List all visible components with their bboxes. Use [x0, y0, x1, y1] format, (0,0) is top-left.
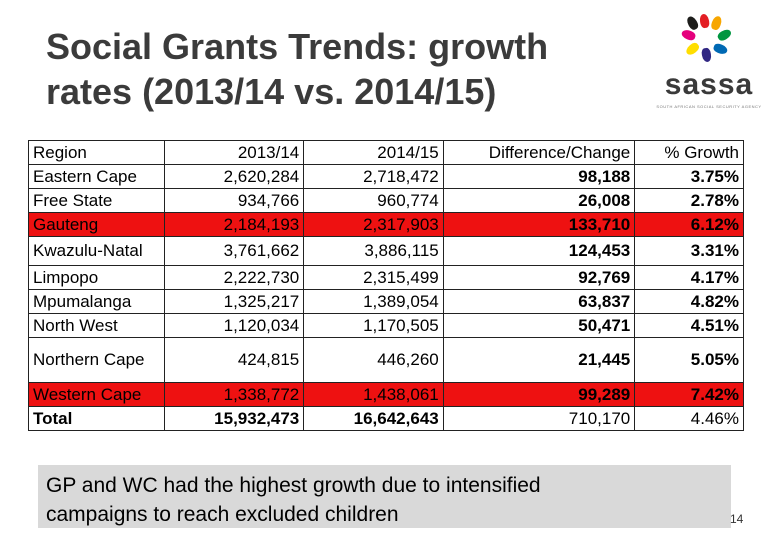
cell-difference: 133,710	[442, 212, 636, 237]
cell-difference: 92,769	[442, 265, 636, 290]
cell-growth: 4.17%	[634, 265, 744, 290]
cell-growth: 3.75%	[634, 164, 744, 189]
cell-2014-15: 446,260	[303, 337, 444, 383]
note-text: GP and WC had the highest growth due to …	[46, 474, 541, 526]
hand-black-icon	[685, 14, 700, 32]
cell-difference: 21,445	[442, 337, 636, 383]
cell-2013-14: 424,815	[163, 337, 305, 383]
cell-growth: 7.42%	[634, 382, 744, 407]
cell-growth: 4.46%	[634, 406, 744, 431]
cell-2014-15: 2,317,903	[303, 212, 444, 237]
sassa-logo: sassa SOUTH AFRICAN SOCIAL SECURITY AGEN…	[650, 10, 768, 110]
table-row: North West 1,120,034 1,170,505 50,471 4.…	[28, 313, 744, 338]
logo-tagline: SOUTH AFRICAN SOCIAL SECURITY AGENCY	[656, 104, 762, 109]
cell-2013-14: 1,120,034	[163, 313, 305, 338]
cell-2014-15: 1,389,054	[303, 289, 444, 314]
hand-green-icon	[716, 27, 733, 43]
table-row: Mpumalanga 1,325,217 1,389,054 63,837 4.…	[28, 289, 744, 314]
table-row-highlighted: Western Cape 1,338,772 1,438,061 99,289 …	[28, 382, 744, 407]
hand-red-icon	[698, 13, 711, 29]
cell-region: Western Cape	[28, 382, 165, 407]
header-2014-15: 2014/15	[303, 140, 444, 165]
logo-wordmark: sassa	[664, 68, 754, 101]
cell-2013-14: 2,184,193	[163, 212, 305, 237]
table-row-total: Total 15,932,473 16,642,643 710,170 4.46…	[28, 406, 744, 431]
table-row: Northern Cape 424,815 446,260 21,445 5.0…	[28, 337, 744, 383]
table-row: Limpopo 2,222,730 2,315,499 92,769 4.17%	[28, 265, 744, 290]
cell-region: Limpopo	[28, 265, 165, 290]
cell-growth: 6.12%	[634, 212, 744, 237]
header-2013-14: 2013/14	[163, 140, 305, 165]
cell-region: Northern Cape	[28, 337, 165, 383]
cell-growth: 3.31%	[634, 236, 744, 266]
cell-2014-15: 2,315,499	[303, 265, 444, 290]
cell-region: Kwazulu-Natal	[28, 236, 165, 266]
cell-2014-15: 1,170,505	[303, 313, 444, 338]
header-region: Region	[28, 140, 165, 165]
hand-blue-icon	[712, 42, 729, 56]
header-difference: Difference/Change	[442, 140, 636, 165]
header-growth: % Growth	[634, 140, 744, 165]
cell-region: Total	[28, 406, 165, 431]
hand-navy-icon	[700, 47, 713, 63]
table-row: Free State 934,766 960,774 26,008 2.78%	[28, 188, 744, 213]
table-row: Eastern Cape 2,620,284 2,718,472 98,188 …	[28, 164, 744, 189]
cell-growth: 4.51%	[634, 313, 744, 338]
cell-2013-14: 2,222,730	[163, 265, 305, 290]
hand-pink-icon	[680, 28, 697, 42]
cell-2013-14: 2,620,284	[163, 164, 305, 189]
cell-difference: 99,289	[442, 382, 636, 407]
cell-growth: 5.05%	[634, 337, 744, 383]
cell-2013-14: 3,761,662	[163, 236, 305, 266]
cell-difference: 26,008	[442, 188, 636, 213]
cell-region: Free State	[28, 188, 165, 213]
grants-table: Region 2013/14 2014/15 Difference/Change…	[28, 140, 744, 431]
hand-yellow-icon	[684, 41, 701, 57]
cell-2014-15: 16,642,643	[303, 406, 444, 431]
cell-region: North West	[28, 313, 165, 338]
table-row-highlighted: Gauteng 2,184,193 2,317,903 133,710 6.12…	[28, 212, 744, 237]
cell-2014-15: 1,438,061	[303, 382, 444, 407]
cell-region: Gauteng	[28, 212, 165, 237]
cell-region: Mpumalanga	[28, 289, 165, 314]
note-box: GP and WC had the highest growth due to …	[38, 465, 731, 528]
hand-orange-icon	[709, 14, 724, 32]
cell-2013-14: 934,766	[163, 188, 305, 213]
cell-growth: 4.82%	[634, 289, 744, 314]
cell-growth: 2.78%	[634, 188, 744, 213]
table-row: Kwazulu-Natal 3,761,662 3,886,115 124,45…	[28, 236, 744, 266]
cell-2013-14: 1,325,217	[163, 289, 305, 314]
cell-difference: 63,837	[442, 289, 636, 314]
cell-region: Eastern Cape	[28, 164, 165, 189]
cell-difference: 124,453	[442, 236, 636, 266]
cell-2013-14: 15,932,473	[163, 406, 305, 431]
cell-2014-15: 960,774	[303, 188, 444, 213]
slide-title: Social Grants Trends: growth rates (2013…	[46, 26, 549, 112]
cell-difference: 98,188	[442, 164, 636, 189]
cell-2014-15: 3,886,115	[303, 236, 444, 266]
page-number: 14	[730, 512, 744, 526]
table-header-row: Region 2013/14 2014/15 Difference/Change…	[28, 140, 744, 165]
cell-2014-15: 2,718,472	[303, 164, 444, 189]
cell-difference: 710,170	[442, 406, 636, 431]
cell-difference: 50,471	[442, 313, 636, 338]
cell-2013-14: 1,338,772	[163, 382, 305, 407]
